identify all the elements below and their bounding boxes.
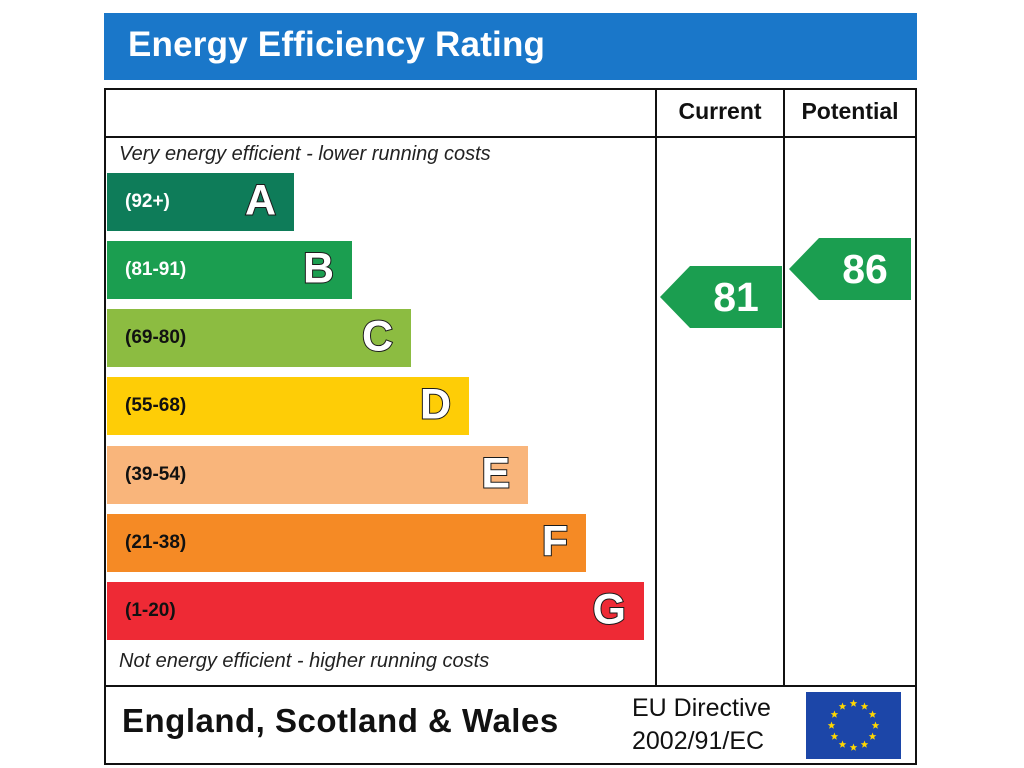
eu-star xyxy=(830,710,839,718)
eu-star xyxy=(860,740,869,748)
eu-directive-line1: EU Directive xyxy=(632,694,771,722)
band-range-label: (21-38) xyxy=(125,532,187,553)
current-rating-value: 81 xyxy=(713,273,759,320)
eu-star xyxy=(830,732,839,740)
band-letter: B xyxy=(302,244,335,294)
eu-star xyxy=(838,740,847,748)
band-g: (1-20) G xyxy=(107,582,644,640)
band-range-label: (81-91) xyxy=(125,259,187,280)
band-letter: A xyxy=(244,176,277,226)
band-letter: F xyxy=(541,517,569,567)
column-header-potential: Potential xyxy=(801,98,899,124)
eu-star xyxy=(849,743,858,751)
current-column-divider xyxy=(655,88,657,686)
eu-star xyxy=(868,732,877,740)
bottom-caption: Not energy efficient - higher running co… xyxy=(119,650,490,672)
eu-star xyxy=(871,721,880,729)
potential-column-divider xyxy=(783,88,785,686)
eu-star xyxy=(860,702,869,710)
eu-stars xyxy=(827,699,880,751)
eu-star xyxy=(827,721,836,729)
band-f: (21-38) F xyxy=(107,514,586,572)
band-e: (39-54) E xyxy=(107,446,528,504)
band-range-label: (69-80) xyxy=(125,327,187,348)
band-letter: G xyxy=(592,585,627,635)
chart-title: Energy Efficiency Rating xyxy=(128,25,546,64)
potential-rating-arrow: 86 xyxy=(789,238,911,300)
eu-flag-icon xyxy=(806,692,901,759)
top-caption: Very energy efficient - lower running co… xyxy=(119,143,491,165)
current-arrow-shape xyxy=(660,266,782,328)
potential-rating-value: 86 xyxy=(842,245,888,292)
band-c: (69-80) C xyxy=(107,309,411,367)
band-range-label: (1-20) xyxy=(125,600,176,621)
current-rating-arrow: 81 xyxy=(660,266,782,328)
footer-divider xyxy=(104,685,917,687)
band-a: (92+) A xyxy=(107,173,294,231)
column-header-current: Current xyxy=(678,98,762,124)
title-bar: Energy Efficiency Rating xyxy=(104,13,917,80)
rating-frame xyxy=(104,88,917,765)
eu-star xyxy=(838,702,847,710)
band-letter: E xyxy=(480,449,511,499)
band-letter: C xyxy=(361,312,394,362)
potential-arrow-shape xyxy=(789,238,911,300)
country-label: England, Scotland & Wales xyxy=(122,702,559,739)
band-d: (55-68) D xyxy=(107,377,469,435)
eu-star xyxy=(868,710,877,718)
band-b: (81-91) B xyxy=(107,241,352,299)
band-range-label: (92+) xyxy=(125,191,170,212)
band-range-label: (39-54) xyxy=(125,464,187,485)
eu-directive-line2: 2002/91/EC xyxy=(632,727,765,755)
eu-star xyxy=(849,699,858,707)
band-letter: D xyxy=(419,380,452,430)
band-range-label: (55-68) xyxy=(125,395,187,416)
header-divider xyxy=(104,136,917,138)
